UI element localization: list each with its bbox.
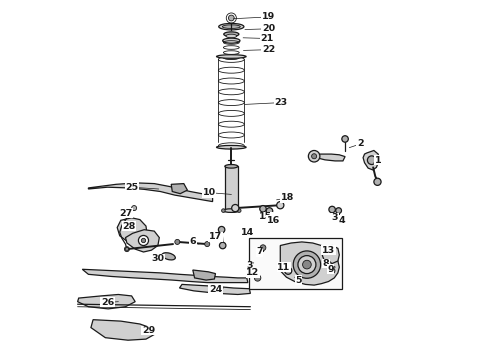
Circle shape <box>232 204 239 212</box>
Polygon shape <box>91 320 155 340</box>
Circle shape <box>260 206 266 212</box>
Circle shape <box>312 154 317 159</box>
Text: 25: 25 <box>125 183 138 192</box>
Ellipse shape <box>226 34 237 38</box>
Circle shape <box>342 136 348 142</box>
Polygon shape <box>82 269 248 283</box>
Circle shape <box>175 239 180 244</box>
Text: 1: 1 <box>375 156 382 165</box>
Circle shape <box>293 251 320 278</box>
Polygon shape <box>280 242 339 285</box>
Text: 3: 3 <box>246 261 252 270</box>
Text: 7: 7 <box>256 248 263 256</box>
Text: 11: 11 <box>277 263 291 271</box>
Text: 4: 4 <box>338 216 345 225</box>
Text: 22: 22 <box>262 45 275 54</box>
Circle shape <box>308 150 320 162</box>
Circle shape <box>277 202 284 209</box>
Ellipse shape <box>225 165 238 168</box>
Text: 29: 29 <box>142 326 155 335</box>
Text: 21: 21 <box>261 34 274 43</box>
Ellipse shape <box>162 253 175 260</box>
Circle shape <box>205 242 210 247</box>
Circle shape <box>238 209 241 212</box>
Circle shape <box>254 275 261 281</box>
Ellipse shape <box>224 32 239 36</box>
Circle shape <box>336 208 342 213</box>
Polygon shape <box>117 218 147 245</box>
Text: 16: 16 <box>267 216 280 225</box>
Text: 28: 28 <box>122 222 136 231</box>
Text: 27: 27 <box>120 209 133 217</box>
Ellipse shape <box>217 55 246 58</box>
Circle shape <box>260 245 266 251</box>
Ellipse shape <box>222 38 240 43</box>
Circle shape <box>266 208 273 214</box>
Text: 15: 15 <box>259 212 272 221</box>
Text: 24: 24 <box>209 285 222 294</box>
Circle shape <box>325 261 332 268</box>
Text: 14: 14 <box>241 228 254 237</box>
Polygon shape <box>88 183 213 202</box>
Circle shape <box>368 156 376 165</box>
Text: 17: 17 <box>209 233 222 241</box>
Text: 2: 2 <box>357 139 364 148</box>
Ellipse shape <box>222 25 240 28</box>
Text: 19: 19 <box>262 12 275 22</box>
Circle shape <box>329 268 335 274</box>
Text: 30: 30 <box>151 254 164 263</box>
Text: 13: 13 <box>322 246 335 255</box>
Text: 18: 18 <box>281 194 294 202</box>
Circle shape <box>285 267 292 274</box>
Polygon shape <box>77 294 135 309</box>
Circle shape <box>139 235 148 246</box>
Polygon shape <box>313 154 345 161</box>
Circle shape <box>374 178 381 185</box>
Circle shape <box>329 206 335 213</box>
Polygon shape <box>179 284 250 294</box>
Text: 23: 23 <box>274 98 288 107</box>
Text: 20: 20 <box>262 24 275 33</box>
Text: 26: 26 <box>101 298 114 307</box>
Text: 5: 5 <box>295 276 301 284</box>
Polygon shape <box>193 270 216 280</box>
Circle shape <box>141 238 146 243</box>
Text: 12: 12 <box>246 269 260 277</box>
Text: 3: 3 <box>332 213 338 222</box>
Circle shape <box>220 242 226 249</box>
Circle shape <box>219 226 225 233</box>
Text: 10: 10 <box>202 188 216 197</box>
Text: 9: 9 <box>327 265 334 274</box>
Polygon shape <box>322 246 339 264</box>
Ellipse shape <box>223 56 239 59</box>
Polygon shape <box>225 166 238 211</box>
Ellipse shape <box>219 23 244 30</box>
Circle shape <box>303 260 311 269</box>
Circle shape <box>298 256 316 274</box>
Text: 6: 6 <box>190 238 196 246</box>
Circle shape <box>125 247 129 251</box>
Circle shape <box>221 209 225 212</box>
Text: 8: 8 <box>322 259 329 268</box>
Bar <box>248 238 342 289</box>
Circle shape <box>124 247 129 252</box>
Polygon shape <box>363 150 379 170</box>
Circle shape <box>132 206 137 211</box>
Polygon shape <box>125 230 159 252</box>
Ellipse shape <box>223 209 240 212</box>
Polygon shape <box>171 184 187 194</box>
Ellipse shape <box>217 145 246 149</box>
Circle shape <box>228 15 234 21</box>
